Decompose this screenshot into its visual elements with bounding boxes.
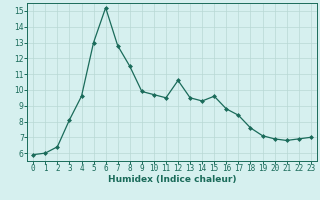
- X-axis label: Humidex (Indice chaleur): Humidex (Indice chaleur): [108, 175, 236, 184]
